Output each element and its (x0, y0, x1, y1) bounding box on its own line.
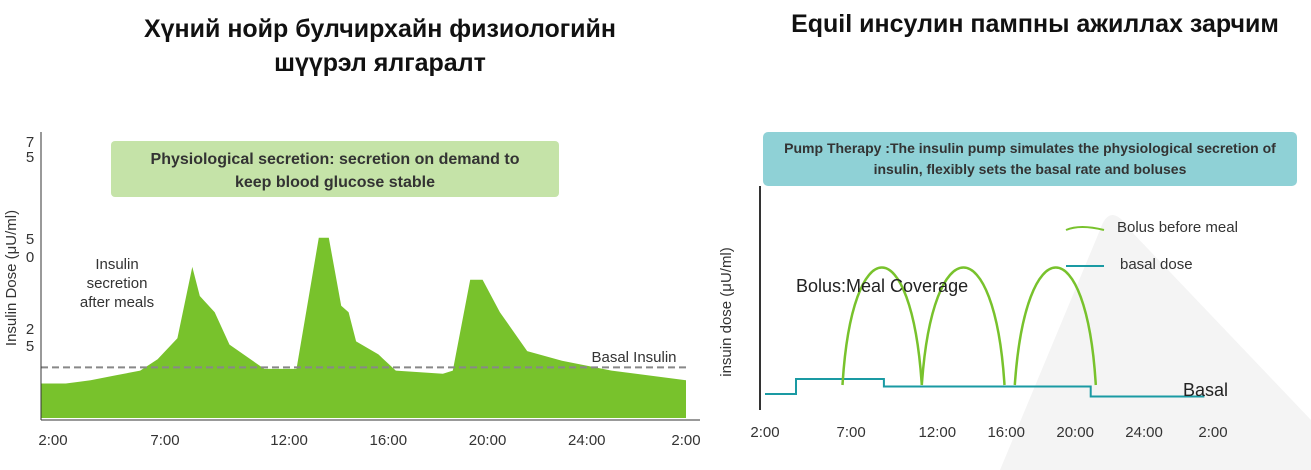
right-y-label: insuin dose (μU/ml) (718, 247, 735, 377)
basal-dose-line (765, 378, 1205, 398)
secretion-label-1: Insulin (95, 256, 138, 273)
left-y-label: Insulin Dose (μU/ml) (3, 210, 20, 346)
basal-label: Basal (1183, 380, 1228, 400)
left-ytick-1a: 7 (26, 134, 34, 151)
left-x-tick-label: 16:00 (370, 432, 408, 449)
left-x-tick-label: 12:00 (270, 432, 308, 449)
left-title-line2: шүүрэл ялгаралт (274, 49, 486, 77)
background-shape (1000, 215, 1311, 470)
left-x-tick-label: 2:00 (38, 432, 67, 449)
left-title: Хүний нойр булчирхайн физиологийн шүүрэл… (80, 12, 680, 80)
left-ytick-3a: 2 (26, 321, 34, 338)
legend-basal-label: basal dose (1120, 256, 1193, 273)
left-x-tick-label: 20:00 (469, 432, 507, 449)
left-x-ticks: 2:00 7:00 12:00 16:00 20:00 24:00 2:00 (38, 432, 700, 449)
bolus-arc (841, 266, 924, 386)
secretion-label-2: secretion (87, 275, 148, 292)
left-info-box (111, 141, 559, 197)
basal-insulin-label: Basal Insulin (591, 349, 676, 366)
right-info-box (763, 132, 1297, 186)
bolus-arcs (841, 266, 1098, 386)
right-x-tick-label: 2:00 (1198, 424, 1227, 441)
left-ytick-3b: 5 (26, 338, 34, 355)
right-x-tick-label: 16:00 (987, 424, 1025, 441)
left-x-tick-label: 7:00 (150, 432, 179, 449)
right-x-tick-label: 20:00 (1056, 424, 1094, 441)
right-x-tick-label: 12:00 (919, 424, 957, 441)
right-box-line2: insulin, flexibly sets the basal rate an… (874, 161, 1187, 177)
left-box-line2: keep blood glucose stable (235, 174, 435, 191)
right-x-tick-label: 2:00 (750, 424, 779, 441)
left-title-line1: Хүний нойр булчирхайн физиологийн (143, 15, 617, 43)
legend-bolus-swatch (1065, 226, 1105, 231)
left-ytick-2b: 0 (26, 249, 34, 266)
right-chart: Pump Therapy :The insulin pump simulates… (718, 132, 1297, 441)
secretion-label-3: after meals (80, 294, 154, 311)
left-box-line1: Physiological secretion: secretion on de… (151, 151, 520, 168)
right-x-tick-label: 7:00 (837, 424, 866, 441)
left-x-tick-label: 2:00 (671, 432, 700, 449)
right-x-ticks: 2:00 7:00 12:00 16:00 20:00 24:00 2:00 (750, 424, 1227, 441)
left-ytick-1b: 5 (26, 149, 34, 166)
legend-bolus-label: Bolus before meal (1117, 219, 1238, 236)
bolus-arc (1013, 266, 1098, 386)
right-x-tick-label: 24:00 (1125, 424, 1163, 441)
bolus-meal-coverage-label: Bolus:Meal Coverage (796, 276, 968, 296)
bolus-arc (920, 266, 1006, 386)
insulin-secretion-area (41, 237, 686, 418)
left-ytick-2a: 5 (26, 231, 34, 248)
right-title: Equil инсулин пампны ажиллах зарчим (791, 10, 1279, 38)
left-x-tick-label: 24:00 (568, 432, 606, 449)
left-chart: Physiological secretion: secretion on de… (3, 132, 701, 449)
right-box-line1: Pump Therapy :The insulin pump simulates… (784, 140, 1276, 156)
